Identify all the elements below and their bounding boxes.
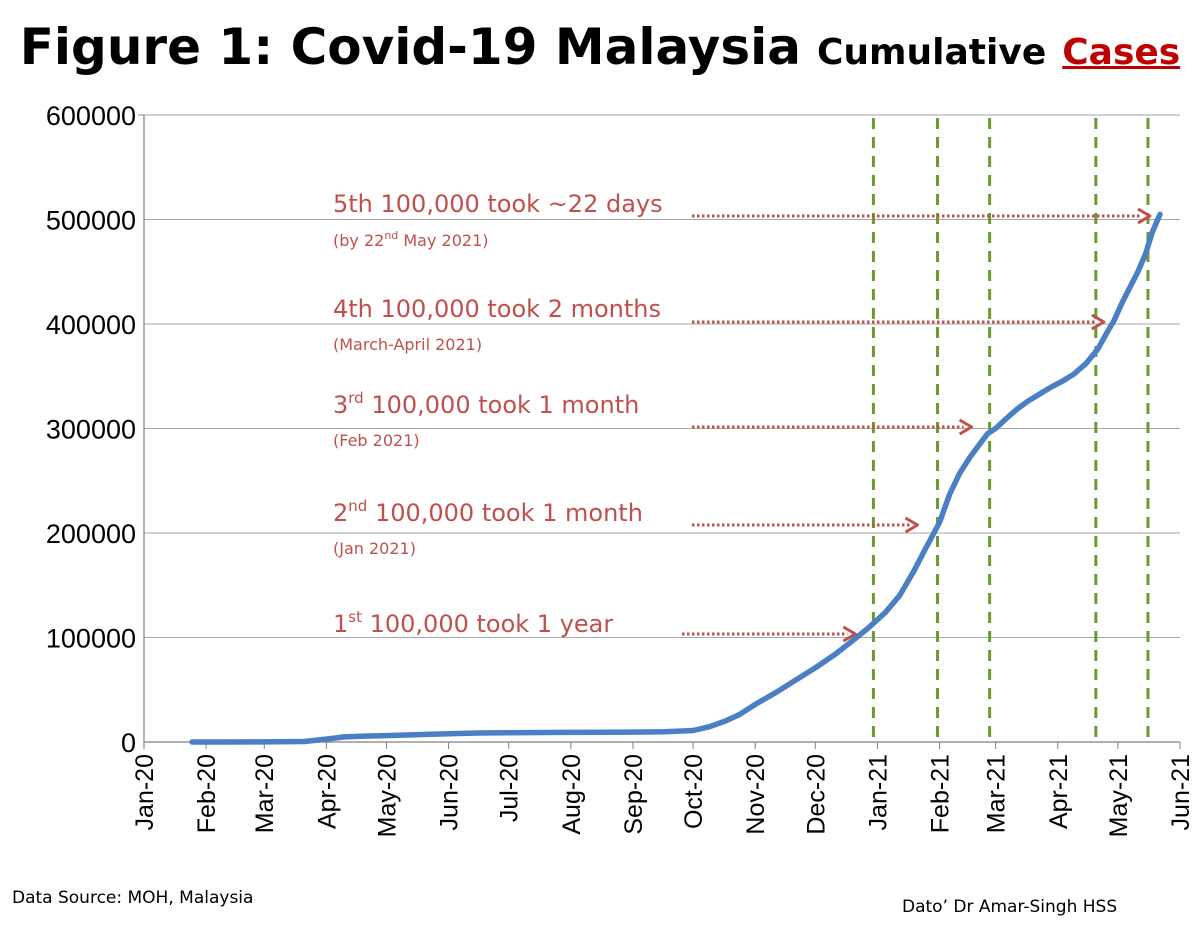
title-highlight: Cases: [1062, 32, 1181, 73]
x-tick-label: Aug-20: [558, 754, 586, 835]
annotation-arrow-head: [1091, 313, 1106, 331]
title-main: Figure 1: Covid-19 Malaysia: [19, 18, 801, 76]
x-tick-label: May-21: [1105, 754, 1133, 837]
x-tick-label: Jun-20: [436, 754, 464, 830]
x-tick-label: Feb-21: [927, 754, 955, 833]
title-sub: Cumulative: [816, 32, 1047, 73]
x-tick-label: Jun-21: [1167, 754, 1195, 830]
y-tick-label: 200000: [46, 519, 136, 549]
y-tick-label: 500000: [46, 206, 136, 236]
author-credit: Dato’ Dr Amar-Singh HSS: [902, 897, 1118, 917]
x-tick-label: Dec-20: [802, 754, 830, 835]
x-tick-label: May-20: [373, 754, 401, 837]
x-tick-label: Nov-20: [742, 754, 770, 835]
series-layer: [189, 211, 1163, 745]
annotation-note: (March-April 2021): [333, 335, 482, 354]
x-tick-label: Jul-20: [496, 754, 524, 822]
x-tick-label: Jan-20: [131, 754, 159, 830]
annotation-text: 4th 100,000 took 2 months: [333, 295, 661, 323]
y-tick-label: 300000: [46, 415, 136, 445]
y-tick-label: 0: [121, 728, 136, 758]
x-tick-label: Feb-20: [193, 754, 221, 833]
annotation-arrow-head: [904, 516, 920, 534]
grid-layer: [144, 114, 1180, 638]
annotation-text: 1st 100,000 took 1 year: [333, 608, 613, 638]
annotation-arrow-head: [958, 418, 974, 436]
annotation-arrow-head: [1137, 207, 1152, 225]
x-tick-label: Sep-20: [620, 754, 648, 835]
y-tick-label: 400000: [46, 310, 136, 340]
annotation-note: (Feb 2021): [333, 431, 420, 450]
annotation-text: 3rd 100,000 took 1 month: [333, 389, 639, 419]
x-tick-label: Apr-21: [1045, 754, 1073, 829]
vertical-lines-layer: [871, 118, 1150, 742]
x-tick-label: Apr-20: [313, 754, 341, 829]
annotation-arrow-head: [842, 625, 857, 643]
y-tick-label: 600000: [46, 101, 136, 131]
annotation-note: (by 22nd May 2021): [333, 229, 489, 250]
annotation-text: 5th 100,000 took ~22 days: [333, 190, 663, 218]
x-tick-label: Jan-21: [864, 754, 892, 830]
x-tick-label: Mar-21: [983, 754, 1011, 833]
chart-title: Figure 1: Covid-19 Malaysia Cumulative C…: [0, 18, 1200, 98]
annotation-text: 2nd 100,000 took 1 month: [333, 497, 643, 527]
x-tick-label: Oct-20: [680, 754, 708, 829]
annotation-note: (Jan 2021): [333, 539, 416, 558]
annotation-layer: 5th 100,000 took ~22 days (by 22nd May 20…: [333, 190, 1152, 643]
cumulative-cases-line: [189, 211, 1163, 745]
data-source-note: Data Source: MOH, Malaysia: [12, 888, 254, 908]
x-tick-label: Mar-20: [251, 754, 279, 833]
y-tick-label: 100000: [46, 624, 136, 654]
